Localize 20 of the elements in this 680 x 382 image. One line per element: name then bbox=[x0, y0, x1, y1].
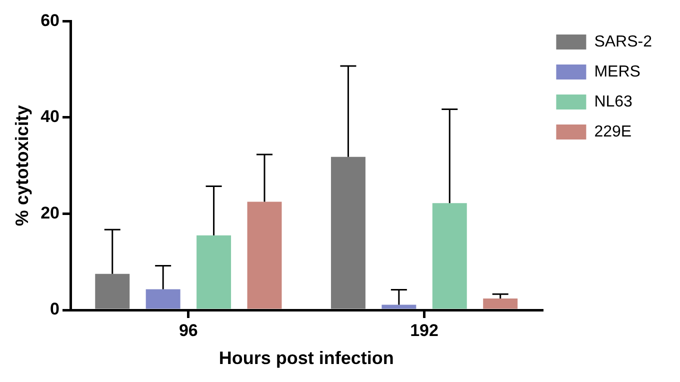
bar bbox=[146, 289, 180, 309]
bar bbox=[196, 235, 232, 309]
bar bbox=[330, 156, 366, 309]
legend-label: 229E bbox=[594, 123, 632, 140]
y-tick-label: 20 bbox=[40, 203, 60, 222]
bar bbox=[432, 203, 467, 309]
bar bbox=[247, 202, 282, 309]
bar bbox=[483, 298, 518, 309]
legend-label: MERS bbox=[594, 63, 640, 80]
legend-label: SARS-2 bbox=[594, 33, 652, 50]
x-tick-label: 96 bbox=[178, 320, 198, 340]
bar bbox=[382, 304, 416, 309]
y-axis-title: % cytotoxicity bbox=[12, 105, 32, 226]
x-tick-label: 192 bbox=[410, 320, 438, 340]
y-tick-label: 0 bbox=[50, 300, 60, 319]
x-axis-title: Hours post infection bbox=[218, 348, 394, 368]
bar bbox=[95, 274, 130, 309]
y-tick-label: 60 bbox=[40, 10, 60, 30]
legend-label: NL63 bbox=[594, 93, 633, 110]
y-tick-label: 40 bbox=[40, 107, 60, 126]
